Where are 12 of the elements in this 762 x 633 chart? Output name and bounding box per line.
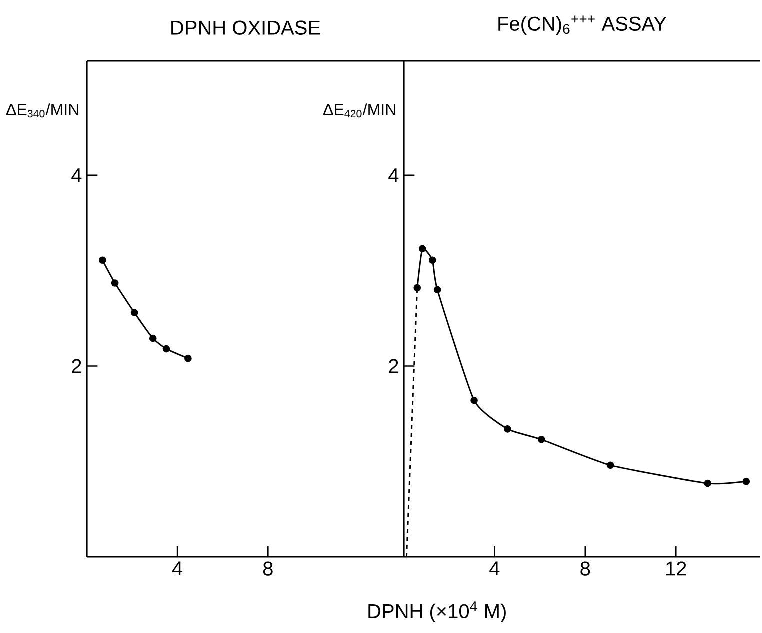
- y-tick-label: 2: [72, 359, 82, 374]
- y-tick-label: 2: [389, 359, 398, 374]
- x-tick-label: 12: [666, 562, 686, 576]
- y-axis-title: ΔE$_{340}$/MIN: [6, 104, 78, 118]
- x-tick-label: 4: [172, 562, 183, 576]
- x-tick-label: 4: [490, 562, 500, 576]
- x-tick-label: 8: [580, 562, 590, 576]
- chart-title: DPNH OXIDASE: [172, 20, 320, 35]
- x-axis-title: DPNH (×10$^{4}$ M): [368, 602, 506, 622]
- x-tick-label: 8: [263, 562, 273, 576]
- chart-title: Fe(CN)$_{6}$$^{+++}$ ASSAY: [498, 16, 667, 35]
- y-axis-title: ΔE$_{420}$/MIN: [324, 104, 396, 118]
